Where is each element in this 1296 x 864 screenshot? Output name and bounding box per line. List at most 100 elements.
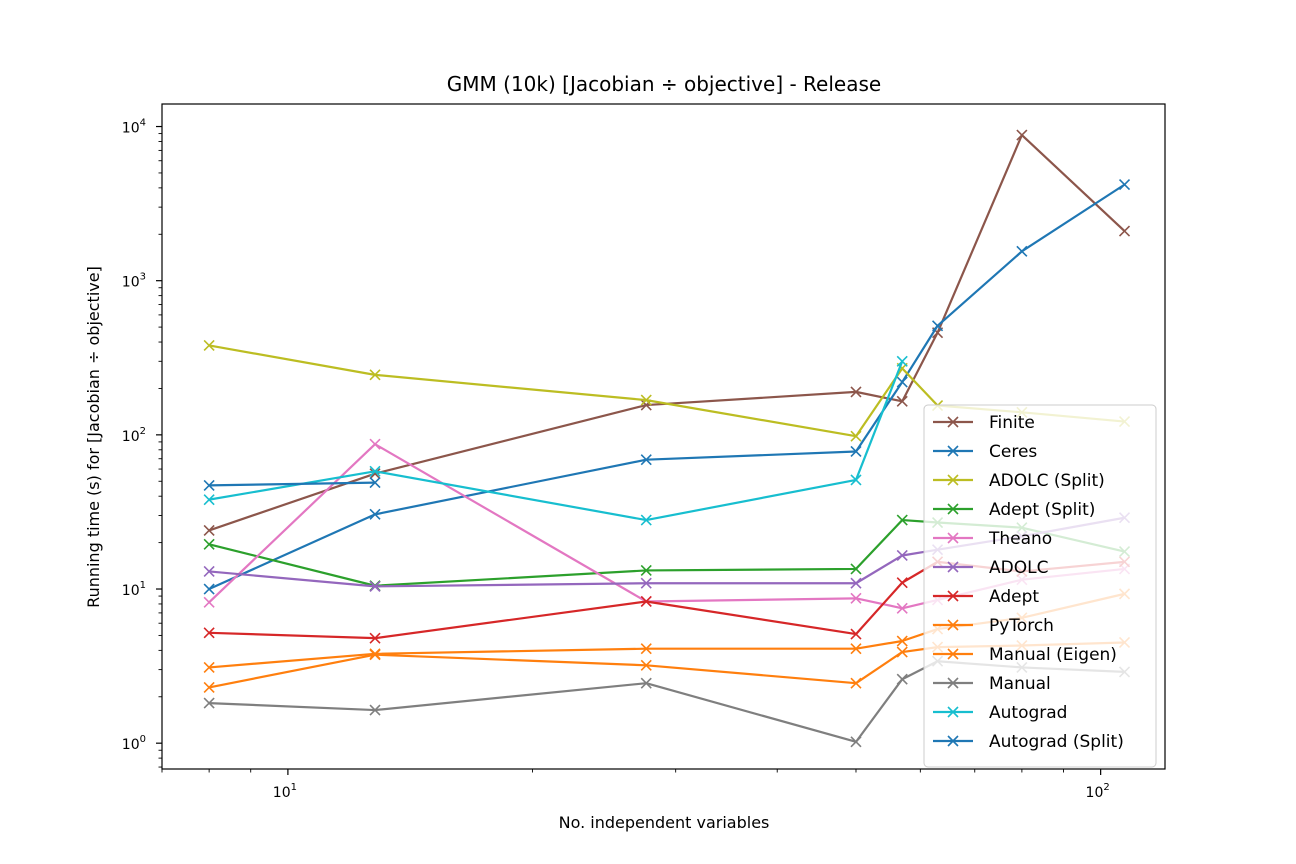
data-point bbox=[203, 565, 215, 578]
y-tick-label: 100 bbox=[122, 734, 146, 753]
legend-marker bbox=[947, 416, 959, 428]
data-point bbox=[203, 661, 215, 673]
data-point bbox=[640, 643, 652, 655]
data-point bbox=[203, 681, 215, 693]
data-point bbox=[1118, 225, 1131, 237]
legend-entry: Adept (Split) bbox=[933, 500, 1095, 520]
y-axis-label: Running time (s) for [Jacobian ÷ objecti… bbox=[84, 266, 103, 608]
data-point bbox=[203, 596, 215, 608]
series-line bbox=[209, 481, 376, 487]
data-point bbox=[369, 438, 381, 450]
data-point bbox=[896, 635, 908, 647]
data-point bbox=[1016, 129, 1028, 141]
legend: Finite Ceres ADOLC (Split) Adept (Split) The… bbox=[923, 404, 1157, 768]
data-point bbox=[850, 577, 862, 589]
legend-marker bbox=[947, 561, 959, 573]
legend-marker bbox=[947, 532, 959, 544]
data-point bbox=[850, 592, 862, 604]
data-point bbox=[896, 673, 908, 685]
legend-marker bbox=[947, 590, 959, 602]
data-point bbox=[203, 524, 215, 536]
data-point bbox=[369, 580, 381, 592]
data-point bbox=[640, 394, 652, 406]
data-point bbox=[1118, 179, 1131, 191]
legend-entry: Theano bbox=[933, 529, 1052, 549]
data-point bbox=[640, 577, 652, 589]
data-point bbox=[896, 395, 908, 407]
data-point bbox=[640, 514, 652, 526]
data-point bbox=[850, 445, 862, 458]
x-tick-label: 101 bbox=[273, 782, 297, 801]
legend-marker bbox=[947, 474, 959, 486]
data-point bbox=[896, 514, 908, 526]
legend-label: Adept (Split) bbox=[989, 500, 1095, 520]
legend-label: Adept bbox=[989, 587, 1039, 607]
legend-label: Autograd (Split) bbox=[989, 732, 1124, 752]
data-point bbox=[369, 649, 381, 661]
data-point bbox=[369, 465, 381, 477]
data-point bbox=[203, 627, 215, 639]
legend-label: ADOLC bbox=[989, 558, 1048, 578]
series-line bbox=[208, 183, 1126, 591]
legend-label: Manual bbox=[989, 674, 1051, 694]
legend-entry: ADOLC (Split) bbox=[933, 471, 1105, 491]
data-point bbox=[931, 320, 944, 332]
legend-box bbox=[923, 404, 1157, 768]
series-line bbox=[208, 133, 1126, 532]
data-point bbox=[203, 339, 215, 352]
data-point bbox=[369, 632, 381, 644]
legend-label: Theano bbox=[988, 529, 1052, 549]
data-point bbox=[896, 376, 908, 388]
legend-entry: Manual bbox=[933, 674, 1051, 694]
series-autograd-split bbox=[203, 477, 381, 491]
data-point bbox=[203, 494, 215, 506]
legend-marker bbox=[947, 445, 959, 457]
data-point bbox=[850, 736, 862, 748]
data-point bbox=[1016, 245, 1028, 257]
x-tick-label: 102 bbox=[1086, 782, 1110, 801]
data-point bbox=[850, 386, 862, 398]
series-autograd bbox=[203, 355, 908, 526]
data-point bbox=[203, 583, 215, 595]
data-point bbox=[203, 697, 215, 709]
data-point bbox=[369, 468, 381, 480]
data-point bbox=[640, 595, 652, 608]
chart-title: GMM (10k) [Jacobian ÷ objective] - Relea… bbox=[447, 72, 881, 96]
data-point bbox=[850, 474, 862, 486]
data-point bbox=[203, 479, 215, 491]
legend-label: Autograd bbox=[989, 703, 1067, 723]
y-tick-label: 101 bbox=[122, 580, 146, 599]
series-finite bbox=[203, 129, 1131, 536]
legend-marker bbox=[947, 706, 959, 718]
data-point bbox=[640, 677, 652, 689]
legend-entry: Adept bbox=[933, 587, 1039, 607]
data-point bbox=[850, 563, 862, 575]
y-tick-label: 102 bbox=[122, 426, 146, 445]
data-point bbox=[896, 646, 908, 658]
data-point bbox=[369, 369, 381, 381]
legend-entry: Ceres bbox=[933, 442, 1037, 462]
legend-entry: Finite bbox=[933, 413, 1035, 433]
legend-entry: ADOLC bbox=[933, 558, 1048, 578]
data-point bbox=[896, 577, 908, 589]
legend-label: Finite bbox=[989, 413, 1035, 433]
data-point bbox=[850, 430, 862, 442]
legend-label: PyTorch bbox=[989, 616, 1054, 636]
series-ceres bbox=[203, 179, 1131, 595]
data-point bbox=[850, 628, 862, 640]
legend-entry: PyTorch bbox=[933, 616, 1054, 636]
data-point bbox=[369, 508, 381, 520]
x-axis: 101 102 bbox=[161, 769, 1110, 801]
data-point bbox=[896, 549, 908, 562]
plot-area-frame bbox=[161, 103, 1166, 770]
data-point bbox=[896, 602, 908, 614]
y-tick-label: 104 bbox=[122, 118, 146, 137]
legend-entry: Autograd (Split) bbox=[933, 732, 1124, 752]
legend-marker bbox=[947, 648, 959, 660]
legend-marker bbox=[947, 503, 959, 515]
legend-label: Manual (Eigen) bbox=[989, 645, 1117, 665]
legend-entry: Manual (Eigen) bbox=[933, 645, 1117, 665]
legend-label: ADOLC (Split) bbox=[989, 471, 1105, 491]
data-point bbox=[640, 564, 652, 576]
